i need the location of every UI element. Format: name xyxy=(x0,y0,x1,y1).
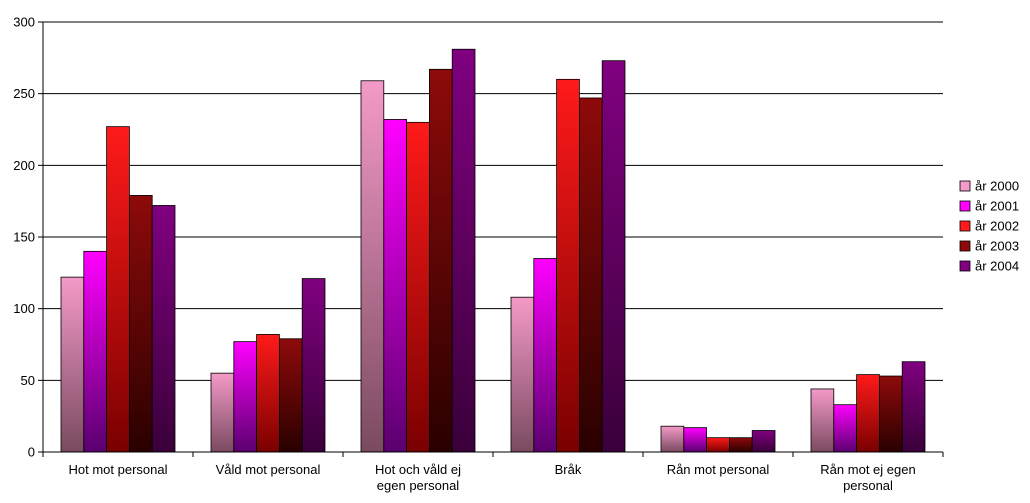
y-tick-label: 200 xyxy=(13,158,35,173)
bar-år-2002-3 xyxy=(556,78,580,453)
bar-år-2003-4 xyxy=(729,437,753,453)
x-category-label: Hot mot personal xyxy=(69,462,168,477)
legend: år 2000 år 2001 år 2002 år 2003 år 2004 xyxy=(959,179,1019,274)
axes xyxy=(38,21,944,457)
x-category-label: Hot och våld ej egen personal xyxy=(375,462,461,493)
y-tick-label: 0 xyxy=(28,445,35,460)
bar-år-2004-1 xyxy=(301,278,326,453)
y-tick-label: 50 xyxy=(21,373,35,388)
y-tick-label: 250 xyxy=(13,86,35,101)
bar-år-2002-0 xyxy=(106,126,130,453)
bar-år-2000-0 xyxy=(60,276,85,453)
legend-label: år 2001 xyxy=(975,199,1019,214)
bar-år-2001-1 xyxy=(233,341,258,453)
legend-label: år 2002 xyxy=(975,219,1019,234)
bar-år-2004-2 xyxy=(451,48,476,453)
bar-år-2002-5 xyxy=(856,374,880,453)
bar-år-2001-4 xyxy=(683,427,707,453)
y-tick-label: 300 xyxy=(13,15,35,30)
bar-år-2003-5 xyxy=(879,375,903,453)
bar-år-2004-5 xyxy=(901,361,926,453)
y-tick-label: 100 xyxy=(13,301,35,316)
bar-år-2000-3 xyxy=(510,296,535,453)
legend-swatch xyxy=(959,200,971,212)
x-category-label: Rån mot ej egen personal xyxy=(820,462,915,493)
legend-swatch xyxy=(959,180,971,192)
bar-år-2000-2 xyxy=(360,80,385,453)
bar-år-2001-0 xyxy=(83,250,108,453)
legend-swatch xyxy=(959,240,971,252)
x-category-label: Bråk xyxy=(555,462,582,477)
gridlines xyxy=(43,21,943,453)
bar-år-2004-0 xyxy=(151,205,176,453)
bar-år-2003-1 xyxy=(278,338,303,453)
bar-år-2000-5 xyxy=(810,388,835,453)
x-category-label: Rån mot personal xyxy=(667,462,770,477)
y-tick-labels: 0 50 100 150 200 250 300 xyxy=(13,15,35,460)
legend-swatch xyxy=(959,260,971,272)
bar-år-2002-2 xyxy=(406,121,430,453)
x-category-labels: Hot mot personal Våld mot personal Hot och… xyxy=(69,462,916,493)
bar-år-2003-3 xyxy=(579,97,603,453)
legend-label: år 2004 xyxy=(975,259,1019,274)
legend-label: år 2003 xyxy=(975,239,1019,254)
bar-år-2003-2 xyxy=(428,68,453,453)
bars xyxy=(60,48,926,453)
bar-år-2001-2 xyxy=(383,119,407,453)
bar-år-2001-3 xyxy=(533,258,557,453)
bar-år-2004-3 xyxy=(601,60,626,453)
legend-swatch xyxy=(959,220,971,232)
bar-år-2004-4 xyxy=(751,430,776,453)
bar-år-2003-0 xyxy=(128,195,153,453)
x-category-label: Våld mot personal xyxy=(216,462,321,477)
bar-år-2001-5 xyxy=(833,404,857,453)
bar-år-2000-1 xyxy=(210,372,235,453)
bar-år-2002-4 xyxy=(706,437,730,453)
bar-år-2002-1 xyxy=(256,334,280,453)
y-tick-label: 150 xyxy=(13,230,35,245)
legend-label: år 2000 xyxy=(975,179,1019,194)
bar-år-2000-4 xyxy=(660,425,685,453)
